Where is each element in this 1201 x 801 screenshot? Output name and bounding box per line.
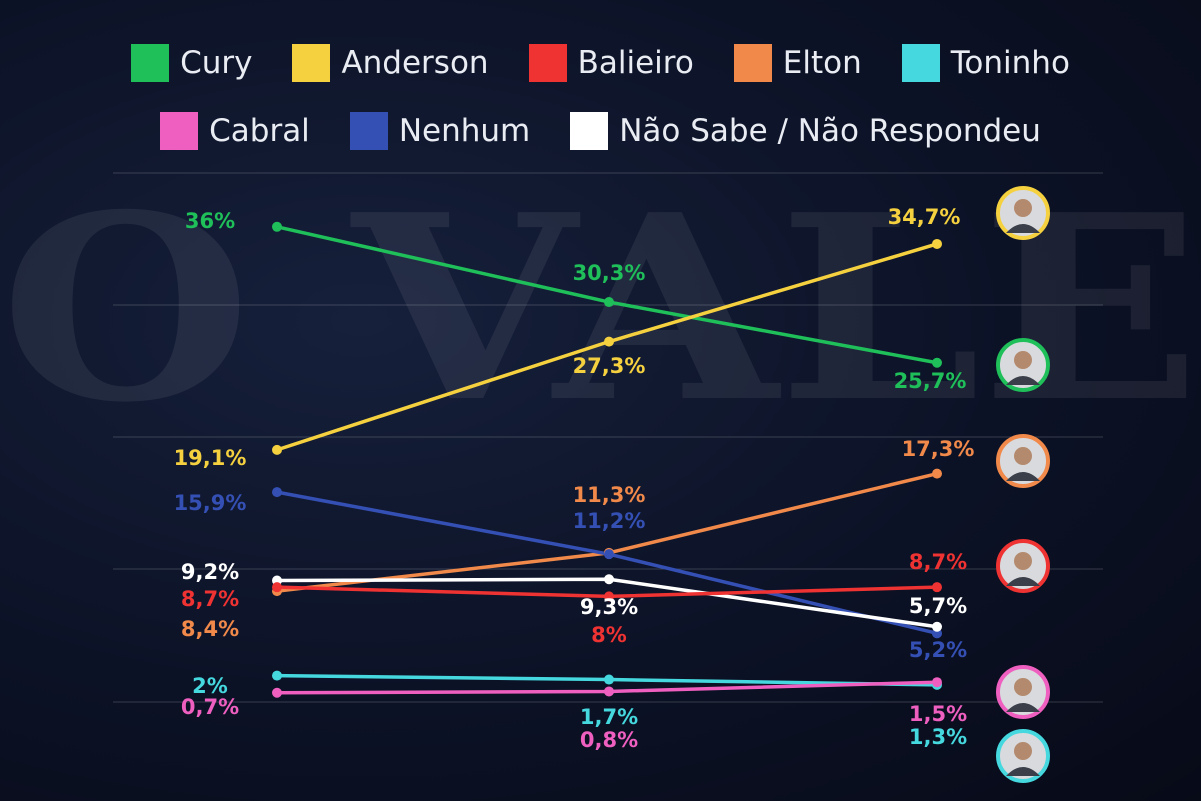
legend-item-toninho: Toninho [901, 44, 1070, 82]
avatar-balieiro [996, 539, 1050, 593]
data-point-balieiro [932, 582, 942, 593]
legend-label: Nenhum [398, 113, 531, 149]
legend-label: Balieiro [577, 45, 694, 81]
data-point-cury [932, 357, 942, 368]
avatar-anderson [996, 186, 1050, 240]
avatar-body-icon [1006, 224, 1040, 233]
data-point-cabral [604, 686, 614, 697]
legend-label: Elton [782, 45, 862, 81]
legend-label: Anderson [341, 45, 489, 81]
data-point-elton [932, 468, 942, 479]
legend-row-1: Cury Anderson Balieiro Elton Toninho [0, 44, 1201, 82]
data-label-anderson: 34,7% [888, 205, 961, 229]
data-point-balieiro [272, 582, 282, 593]
data-label-elton: 8,4% [181, 617, 239, 641]
data-point-anderson [272, 444, 282, 455]
data-label-nenhum: 11,2% [573, 509, 646, 533]
legend-item-nao-sabe-nao-respondeu: Não Sabe / Não Respondeu [570, 112, 1041, 150]
data-point-nao-sabe-nao-respondeu [604, 574, 614, 585]
data-point-nenhum [604, 549, 614, 560]
avatar-cury [996, 338, 1050, 392]
legend-swatch [292, 44, 331, 82]
legend-item-nenhum: Nenhum [349, 112, 531, 150]
data-point-anderson [604, 336, 614, 347]
legend-swatch [160, 112, 199, 150]
data-point-balieiro [604, 591, 614, 602]
data-point-cabral [932, 677, 942, 688]
legend-swatch [570, 112, 609, 150]
data-label-nao-sabe-nao-respondeu: 5,7% [909, 594, 967, 618]
data-point-anderson [932, 238, 942, 249]
data-label-balieiro: 8% [591, 623, 627, 647]
data-point-nenhum [272, 487, 282, 498]
avatar-body-icon [1006, 376, 1040, 385]
legend-label: Cury [180, 45, 253, 81]
data-label-cabral: 1,5% [909, 702, 967, 726]
legend-swatch [733, 44, 772, 82]
avatar-body-icon [1006, 577, 1040, 586]
data-label-toninho: 1,7% [580, 705, 638, 729]
avatar-head-icon [1014, 199, 1032, 217]
data-label-toninho: 2% [192, 674, 228, 698]
avatar-head-icon [1014, 552, 1032, 570]
data-point-toninho [272, 670, 282, 681]
avatar-body-icon [1006, 767, 1040, 776]
legend-label: Não Sabe / Não Respondeu [619, 113, 1041, 149]
avatar-body-icon [1006, 703, 1040, 712]
avatar-head-icon [1014, 447, 1032, 465]
legend-item-cury: Cury [131, 44, 252, 82]
legend-swatch [901, 44, 940, 82]
legend-item-cabral: Cabral [160, 112, 310, 150]
data-label-cury: 25,7% [894, 369, 967, 393]
data-label-anderson: 27,3% [573, 354, 646, 378]
data-point-cabral [272, 687, 282, 698]
avatar-elton [996, 434, 1050, 488]
data-label-elton: 11,3% [573, 483, 646, 507]
legend-swatch [131, 44, 170, 82]
avatar-head-icon [1014, 742, 1032, 760]
data-label-cury: 30,3% [573, 261, 646, 285]
avatar-head-icon [1014, 678, 1032, 696]
legend-swatch [349, 112, 388, 150]
data-label-nao-sabe-nao-respondeu: 9,3% [580, 595, 638, 619]
data-label-cabral: 0,8% [580, 728, 638, 752]
legend-item-elton: Elton [733, 44, 862, 82]
data-point-nao-sabe-nao-respondeu [932, 621, 942, 632]
legend-row-2: Cabral Nenhum Não Sabe / Não Respondeu [0, 112, 1201, 150]
avatar-toninho [996, 729, 1050, 783]
data-label-nenhum: 5,2% [909, 638, 967, 662]
data-label-balieiro: 8,7% [181, 587, 239, 611]
data-label-elton: 17,3% [902, 437, 975, 461]
data-label-nenhum: 15,9% [174, 491, 247, 515]
legend-swatch [528, 44, 567, 82]
data-point-toninho [604, 674, 614, 685]
data-point-cury [272, 221, 282, 232]
legend-label: Cabral [209, 113, 310, 149]
avatar-head-icon [1014, 351, 1032, 369]
data-point-cury [604, 297, 614, 308]
data-label-cury: 36% [185, 209, 235, 233]
legend-item-anderson: Anderson [292, 44, 489, 82]
avatar-cabral [996, 665, 1050, 719]
data-label-toninho: 1,3% [909, 725, 967, 749]
data-label-balieiro: 8,7% [909, 550, 967, 574]
avatar-body-icon [1006, 472, 1040, 481]
data-label-cabral: 0,7% [181, 695, 239, 719]
legend-item-balieiro: Balieiro [528, 44, 694, 82]
data-label-anderson: 19,1% [174, 446, 247, 470]
data-label-nao-sabe-nao-respondeu: 9,2% [181, 560, 239, 584]
legend-label: Toninho [950, 45, 1070, 81]
